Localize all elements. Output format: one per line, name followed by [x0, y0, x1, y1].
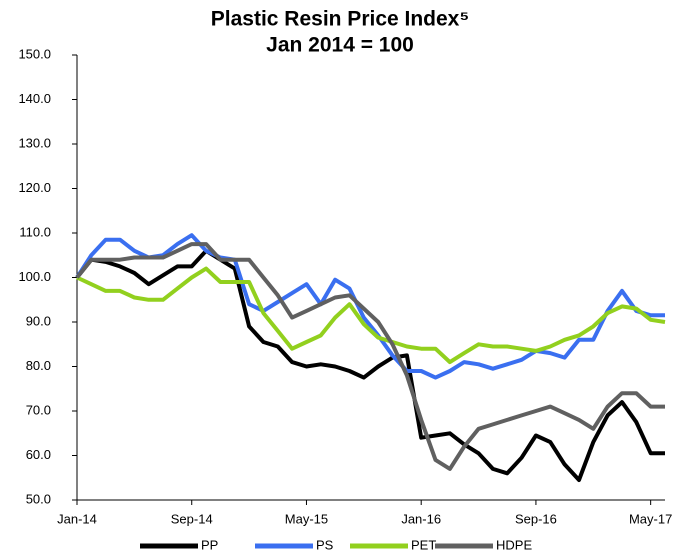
x-tick-label: May-17: [629, 511, 672, 526]
y-tick-label: 100.0: [18, 269, 51, 284]
y-tick-label: 90.0: [26, 313, 51, 328]
legend-label: PP: [201, 537, 218, 552]
series-line: [75, 242, 665, 471]
y-tick-label: 150.0: [18, 46, 51, 61]
y-tick-label: 50.0: [26, 491, 51, 506]
y-tick-label: 110.0: [19, 224, 51, 239]
y-tick-label: 60.0: [26, 447, 51, 462]
y-tick-label: 70.0: [26, 402, 51, 417]
x-tick-label: May-15: [285, 511, 328, 526]
chart-title: Plastic Resin Price Index⁵: [211, 8, 469, 31]
y-tick-label: 80.0: [26, 358, 51, 373]
series-line: [75, 248, 665, 482]
x-tick-label: Jan-16: [401, 511, 441, 526]
x-tick-label: Jan-14: [57, 511, 97, 526]
legend-label: PS: [316, 537, 334, 552]
legend-label: PET: [411, 537, 436, 552]
x-tick-label: Sep-14: [171, 511, 213, 526]
chart-subtitle: Jan 2014 = 100: [266, 34, 414, 57]
y-tick-label: 140.0: [18, 91, 51, 106]
legend-label: HDPE: [496, 537, 532, 552]
x-tick-label: Sep-16: [515, 511, 557, 526]
y-tick-label: 120.0: [18, 180, 51, 195]
series-line: [75, 233, 665, 380]
y-tick-label: 130.0: [18, 135, 51, 150]
series-line: [76, 266, 666, 365]
